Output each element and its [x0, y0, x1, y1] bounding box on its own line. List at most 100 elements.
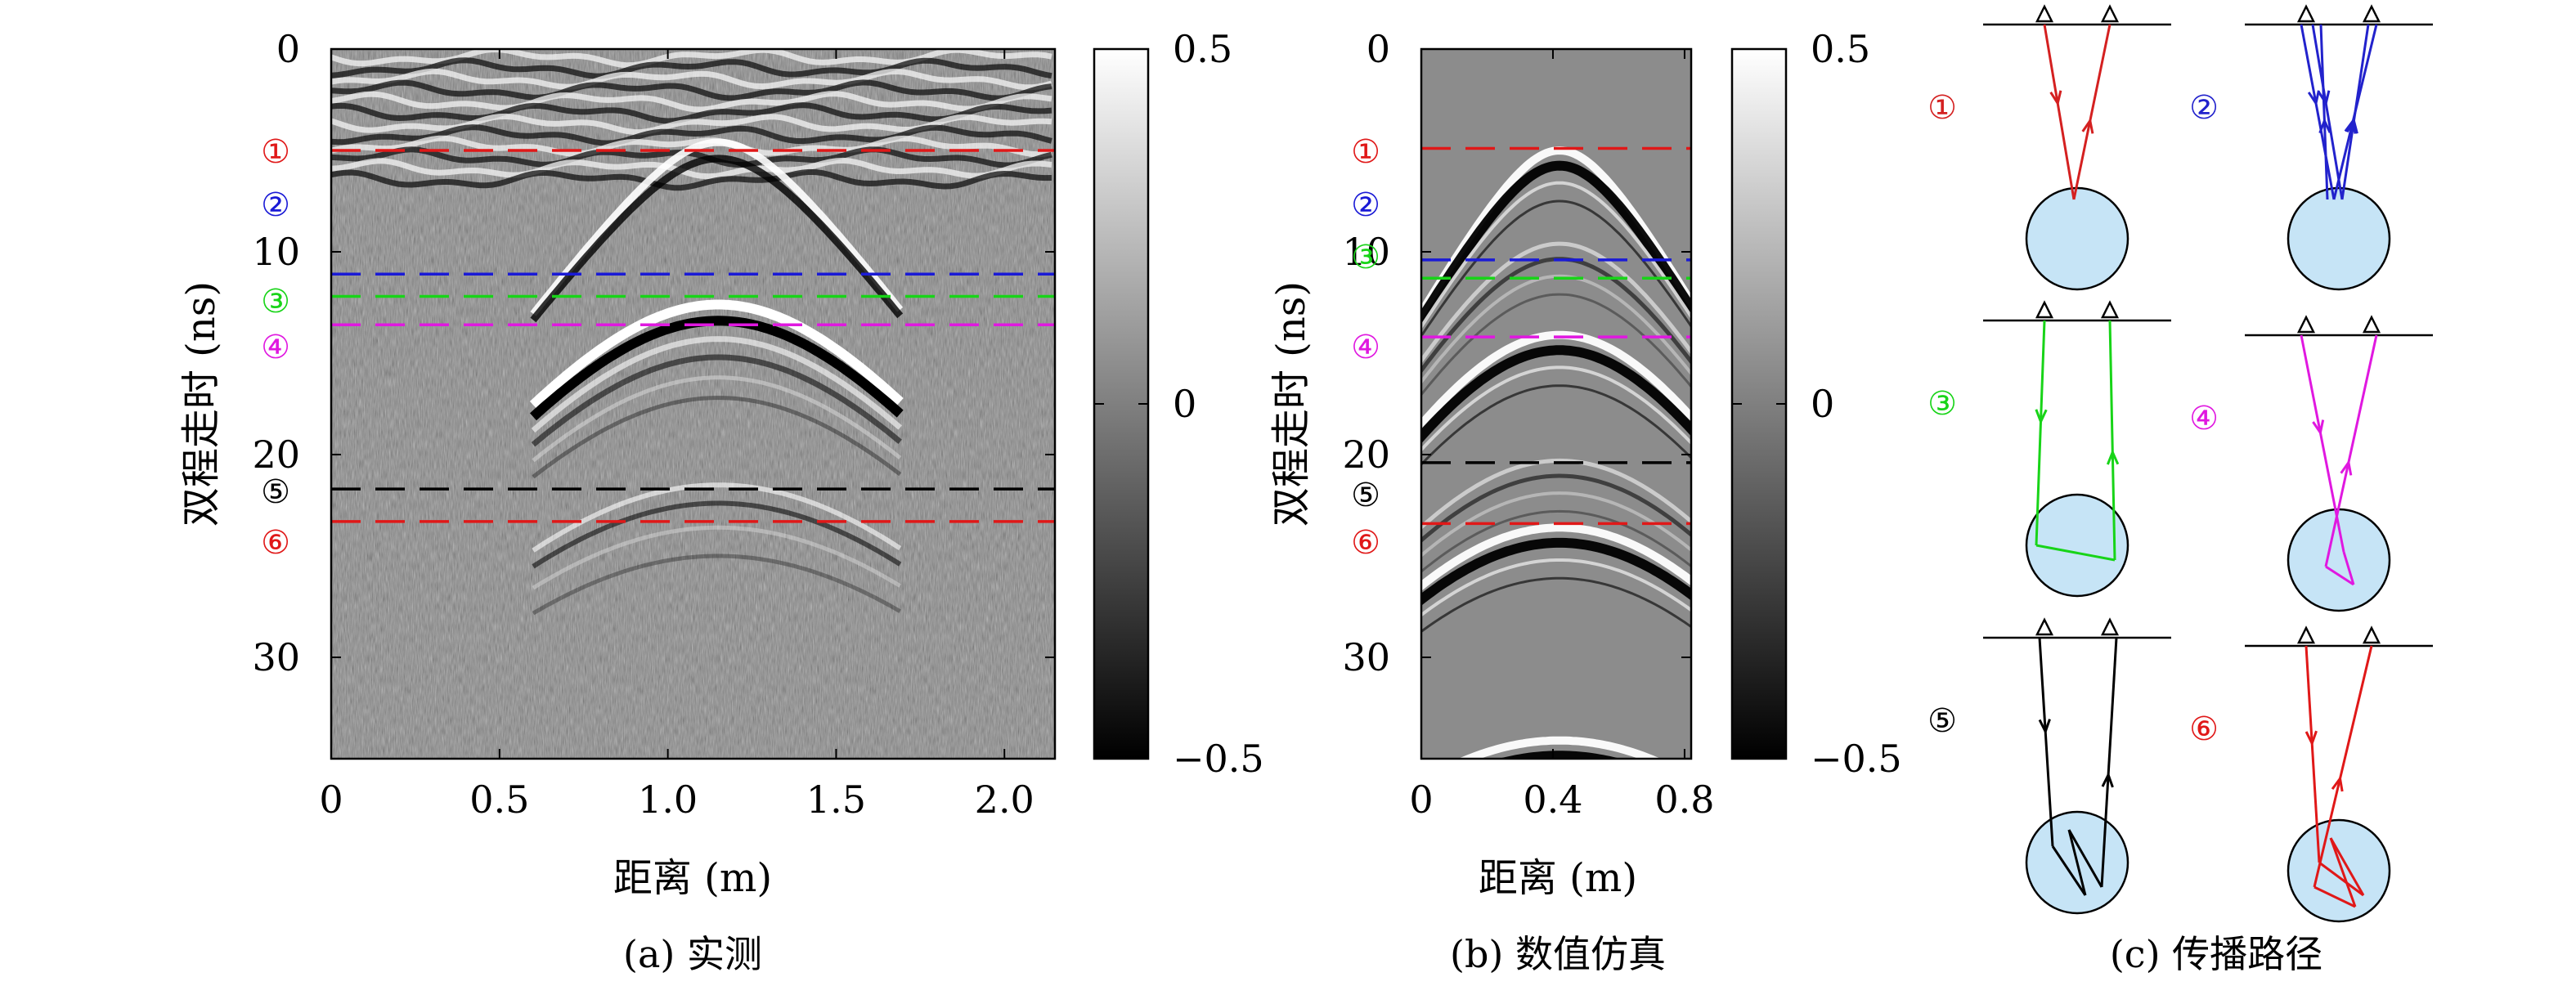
x-tick-label: 0.8: [1654, 778, 1714, 822]
panel-c-caption: (c) 传播路径: [2110, 932, 2322, 976]
circled-marker-label: ⑤: [1351, 477, 1380, 514]
antenna-icon: [2100, 617, 2120, 636]
colorbar-tick-label: 0: [1811, 382, 1834, 426]
path-label: ⑤: [1928, 702, 1957, 740]
surface-band: [331, 79, 1052, 101]
ray-path: [2051, 845, 2087, 896]
ray-path: [2318, 861, 2364, 897]
antenna-icon: [2100, 300, 2120, 319]
x-tick-label: 1.5: [806, 778, 866, 822]
hyperbola-reflection: [1421, 181, 1691, 330]
path-label: ③: [1928, 385, 1957, 423]
ray-path: [2313, 645, 2373, 888]
ray-path: [2035, 320, 2046, 546]
y-tick-label: 20: [252, 432, 300, 477]
colorbar-tick-label: −0.5: [1173, 737, 1264, 781]
arrow-head: [2081, 117, 2094, 134]
hyperbola-reflection: [1421, 491, 1691, 558]
hyperbola-reflection: [1421, 199, 1691, 338]
path-diagram: ⑤: [1928, 617, 2171, 915]
arrow-head: [2307, 90, 2320, 107]
hyperbola-reflection: [1421, 345, 1691, 444]
circled-marker-label: ④: [1351, 329, 1380, 366]
y-tick-label: 30: [252, 635, 300, 679]
antenna-icon: [2296, 315, 2316, 334]
hyperbola-reflection: [532, 396, 902, 479]
panel-a-colorbar-ticks: 0.5 0 −0.5: [1094, 27, 1264, 781]
antenna-icon: [2362, 625, 2381, 644]
panel-a-reflection-lines: [331, 149, 1055, 523]
ray-path: [2108, 320, 2116, 561]
panel-b-ticks: 0 0.4 0.8 0 10 20 30: [1342, 27, 1714, 822]
surface-band: [331, 68, 1052, 91]
panel-a-hyperbola-reflections: [529, 138, 904, 616]
arrow-head: [2038, 719, 2051, 735]
hyperbola-reflection: [532, 375, 902, 463]
arrow-head: [2312, 419, 2325, 437]
colorbar-tick-label: 0.5: [1173, 27, 1232, 71]
circled-marker-label: ⑤: [261, 473, 290, 511]
hyperbola-reflection: [1421, 241, 1691, 365]
ray-path: [2038, 637, 2054, 847]
hyperbola-reflection: [530, 138, 904, 316]
hyperbola-reflection: [532, 525, 901, 590]
surface-band: [331, 91, 1052, 113]
y-tick-label: 10: [1342, 230, 1390, 274]
hyperbola-reflection: [532, 500, 902, 569]
path-diagram: ③: [1928, 300, 2171, 598]
circled-marker-label: ①: [261, 133, 290, 171]
path-label: ④: [2189, 400, 2219, 437]
hyperbola-reflection: [532, 482, 902, 553]
ray-path: [2325, 565, 2354, 586]
hyperbola-reflection: [1421, 365, 1691, 453]
panel-a-surface-bands: [331, 49, 1052, 191]
ray-path: [2324, 334, 2378, 567]
arrow-head: [2331, 775, 2344, 792]
ray-path: [2067, 829, 2087, 896]
panel-a-circled-markers: ① ② ③ ④ ⑤ ⑥: [261, 133, 290, 562]
path-label: ①: [1928, 89, 1957, 127]
path-diagram: ②: [2189, 4, 2433, 291]
circled-marker-label: ②: [1351, 186, 1380, 224]
panel-b-reflection-lines: [1421, 146, 1691, 526]
panel-c-propagation-paths: ① ② ③ ④ ⑤ ⑥: [1928, 4, 2433, 923]
x-tick-label: 0: [319, 778, 343, 822]
x-tick-label: 0.5: [469, 778, 529, 822]
circled-marker-label: ③: [1351, 239, 1380, 276]
surface-band: [331, 135, 1052, 158]
antenna-icon: [2035, 617, 2054, 636]
panel-b-simulated: 0 0.4 0.8 0 10 20 30 ① ② ③ ④ ⑤ ⑥ 距离 (m) 双程走时 (ns) 0…: [1268, 27, 1902, 976]
surface-band: [331, 102, 1052, 124]
arrow-head: [2345, 117, 2358, 134]
buried-target-circle: [2025, 186, 2129, 291]
x-tick-label: 0.4: [1523, 778, 1582, 822]
path-diagram: ①: [1928, 4, 2171, 291]
hyperbola-reflection: [1421, 274, 1691, 385]
y-tick-label: 10: [252, 230, 300, 274]
panel-b-y-axis-label: 双程走时 (ns): [1268, 281, 1314, 527]
hyperbola-reflection: [531, 336, 902, 433]
colorbar-tick-label: 0: [1173, 382, 1196, 426]
hyperbola-reflection: [1421, 473, 1691, 544]
arrow-head: [2340, 459, 2353, 476]
panel-a-y-axis-label: 双程走时 (ns): [178, 281, 224, 527]
hyperbola-reflection: [532, 554, 901, 616]
hyperbola-reflection: [1421, 384, 1691, 467]
path-label: ⑥: [2189, 710, 2219, 748]
panel-a-x-axis-label: 距离 (m): [613, 855, 772, 901]
hyperbola-reflection: [1421, 293, 1691, 397]
buried-target-circle: [2025, 493, 2129, 598]
ray-path: [2067, 829, 2103, 888]
panel-a-plot-frame: [330, 47, 1057, 760]
ray-path: [2319, 24, 2329, 200]
hyperbola-reflection: [529, 299, 904, 409]
panel-b-plot-frame: [1420, 47, 1693, 760]
y-tick-label: 30: [1342, 635, 1390, 679]
ray-path: [2340, 24, 2370, 200]
circled-marker-label: ⑥: [1351, 524, 1380, 562]
x-tick-label: 2.0: [975, 778, 1034, 822]
panel-a-ticks: 0 0.5 1.0 1.5 2.0 0 10 20 30: [252, 27, 1055, 822]
antenna-icon: [2100, 4, 2120, 23]
hyperbola-reflection: [1421, 558, 1691, 617]
hyperbola-reflection: [531, 354, 902, 447]
